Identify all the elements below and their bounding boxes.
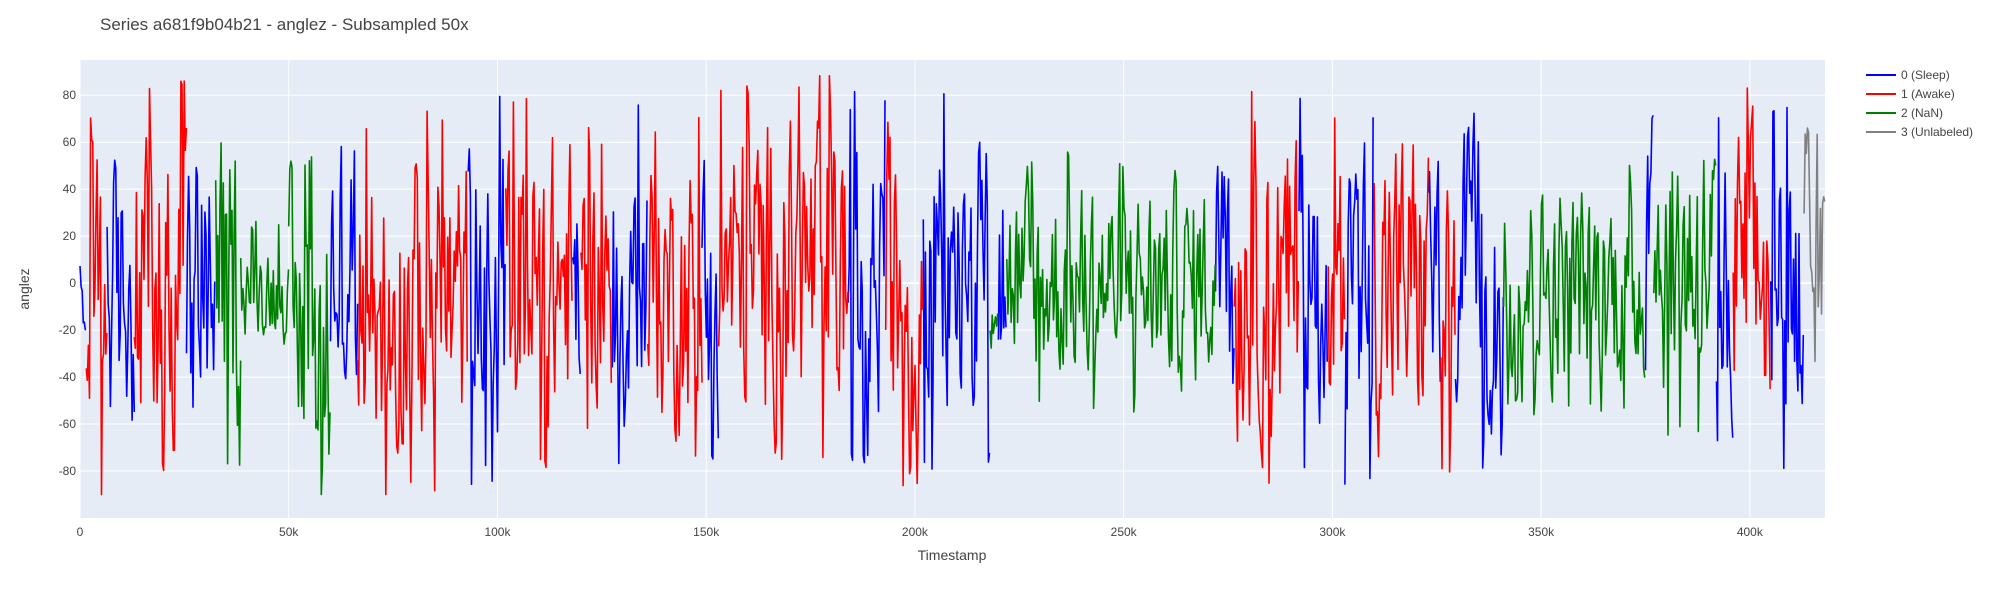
x-tick-label: 100k <box>484 525 511 539</box>
x-tick-label: 150k <box>693 525 720 539</box>
series-line-0 <box>1715 117 1734 442</box>
y-axis-ticks: -80 -60 -40 -20 0 20 40 60 80 <box>59 88 77 478</box>
y-tick-label: -40 <box>59 370 77 384</box>
series-line-1 <box>884 121 924 487</box>
series-line-0 <box>329 145 359 380</box>
series-line-0 <box>997 209 1007 340</box>
x-tick-label: 250k <box>1111 525 1138 539</box>
series-line-2 <box>239 220 290 345</box>
x-tick-label: 350k <box>1528 525 1555 539</box>
y-tick-label: 0 <box>69 276 76 290</box>
y-tick-label: 20 <box>63 229 77 243</box>
y-axis-title: anglez <box>16 268 32 309</box>
x-axis-ticks: 0 50k 100k 150k 200k 250k 300k 350k 400k <box>77 525 1764 539</box>
x-tick-label: 300k <box>1319 525 1346 539</box>
series-line-2 <box>1502 164 1646 416</box>
legend-entry-label[interactable]: 0 (Sleep) <box>1901 68 1950 82</box>
series-line-0 <box>106 159 136 421</box>
series-line-1 <box>717 75 849 461</box>
series-line-1 <box>1373 143 1430 458</box>
series-layer <box>79 75 1826 496</box>
y-tick-label: -80 <box>59 464 77 478</box>
series-line-2 <box>1653 158 1717 436</box>
series-line-1 <box>1327 117 1346 386</box>
series-line-1 <box>647 116 703 457</box>
series-line-0 <box>185 166 216 408</box>
series-line-0 <box>1454 112 1505 469</box>
series-line-1 <box>1233 90 1300 484</box>
x-tick-label: 0 <box>77 525 84 539</box>
y-tick-label: 40 <box>63 182 77 196</box>
chart-title: Series a681f9b04b21 - anglez - Subsample… <box>100 15 469 34</box>
y-tick-label: -60 <box>59 417 77 431</box>
series-line-0 <box>1427 160 1442 382</box>
series-line-1 <box>1732 87 1771 390</box>
series-line-0 <box>79 265 87 331</box>
series-line-1 <box>505 97 573 469</box>
series-line-0 <box>1769 106 1805 470</box>
series-line-0 <box>611 104 648 465</box>
x-tick-label: 200k <box>902 525 929 539</box>
legend-entry-label[interactable]: 3 (Unlabeled) <box>1901 125 1973 139</box>
y-tick-label: 60 <box>63 135 77 149</box>
series-line-0 <box>1344 117 1374 485</box>
series-line-2 <box>989 313 999 349</box>
legend[interactable]: 0 (Sleep) 1 (Awake) 2 (NaN) 3 (Unlabeled) <box>1866 68 1973 139</box>
y-tick-label: 80 <box>63 88 77 102</box>
legend-entry-label[interactable]: 1 (Awake) <box>1901 87 1955 101</box>
series-line-1 <box>133 80 188 472</box>
series-line-0 <box>1644 115 1654 371</box>
series-line-1 <box>85 117 108 496</box>
series-line-0 <box>847 90 886 464</box>
series-line-0 <box>922 93 991 470</box>
x-tick-label: 50k <box>279 525 299 539</box>
series-line-0 <box>701 159 720 460</box>
series-line-0 <box>571 223 581 374</box>
series-line-2 <box>287 156 331 496</box>
series-line-1 <box>580 126 613 430</box>
x-tick-label: 400k <box>1737 525 1764 539</box>
series-line-1 <box>356 110 469 496</box>
series-line-3 <box>1803 127 1826 363</box>
y-tick-label: -20 <box>59 323 77 337</box>
series-line-0 <box>1214 165 1235 385</box>
x-axis-title: Timestamp <box>918 547 987 563</box>
series-line-2 <box>1006 151 1216 413</box>
series-line-2 <box>214 142 242 466</box>
legend-entry-label[interactable]: 2 (NaN) <box>1901 106 1943 120</box>
series-line-1 <box>1440 190 1456 473</box>
series-line-0 <box>467 95 506 486</box>
series-line-0 <box>1298 97 1328 469</box>
